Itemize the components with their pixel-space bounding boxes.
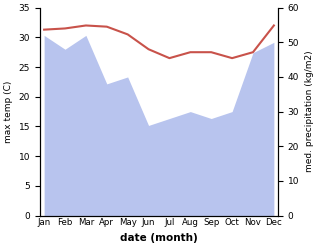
- Y-axis label: max temp (C): max temp (C): [4, 80, 13, 143]
- Y-axis label: med. precipitation (kg/m2): med. precipitation (kg/m2): [305, 51, 314, 172]
- X-axis label: date (month): date (month): [120, 233, 198, 243]
